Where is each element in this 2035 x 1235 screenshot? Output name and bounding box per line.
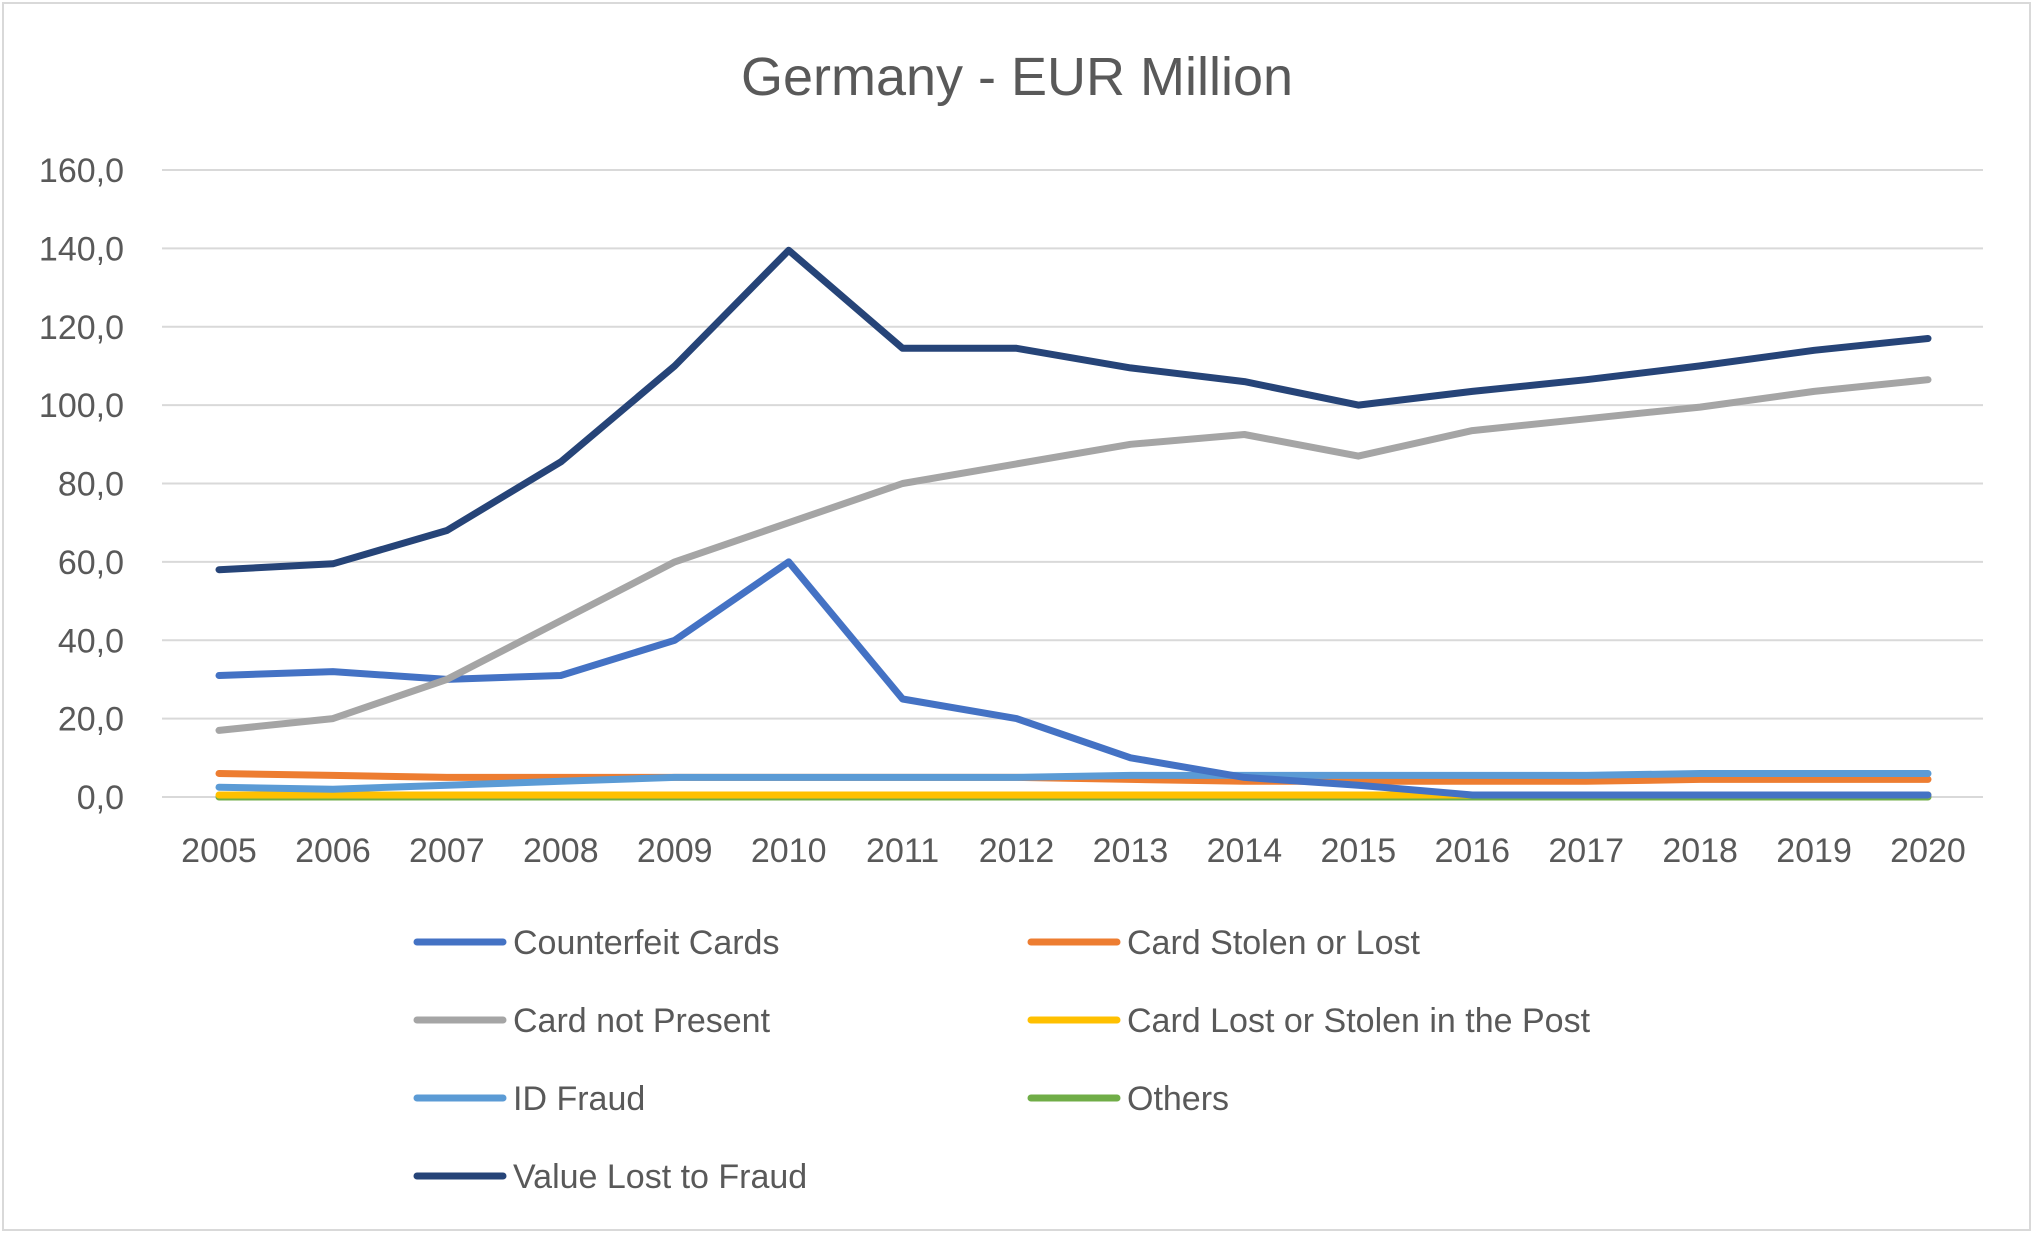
- x-tick-label: 2014: [1207, 832, 1283, 870]
- x-tick-label: 2018: [1662, 832, 1738, 870]
- x-tick-label: 2015: [1321, 832, 1397, 870]
- x-tick-label: 2012: [979, 832, 1055, 870]
- x-tick-label: 2020: [1890, 832, 1966, 870]
- series-line-card-not-present: [215, 376, 1932, 734]
- x-tick-label: 2016: [1434, 832, 1510, 870]
- y-axis-ticks: 0,0 20,0 40,0 60,0 80,0 100,0 120,0 140,0 160,0: [39, 152, 124, 817]
- legend-item: Card Lost or Stolen in the Post: [1027, 1002, 1591, 1040]
- x-tick-label: 2009: [637, 832, 713, 870]
- x-tick-label: 2013: [1093, 832, 1169, 870]
- x-tick-label: 2005: [181, 832, 257, 870]
- legend-label: Card Stolen or Lost: [1127, 924, 1420, 962]
- legend-item: ID Fraud: [413, 1080, 645, 1118]
- y-tick-label: 0,0: [77, 779, 124, 817]
- y-tick-label: 120,0: [39, 309, 124, 347]
- x-tick-label: 2006: [295, 832, 371, 870]
- x-tick-label: 2007: [409, 832, 485, 870]
- legend-item: Card Stolen or Lost: [1027, 924, 1420, 962]
- series-line-counterfeit-cards: [215, 558, 1932, 799]
- series-line-value-lost-to-fraud: [215, 246, 1932, 574]
- y-tick-label: 80,0: [58, 466, 124, 504]
- legend-item: Others: [1027, 1080, 1229, 1118]
- y-tick-label: 20,0: [58, 701, 124, 739]
- x-tick-label: 2017: [1548, 832, 1624, 870]
- y-tick-label: 100,0: [39, 387, 124, 425]
- series-lines: [215, 246, 1932, 801]
- y-tick-label: 60,0: [58, 544, 124, 582]
- legend: Counterfeit Cards Card Stolen or Lost Card…: [413, 924, 1591, 1196]
- legend-item: Counterfeit Cards: [413, 924, 779, 962]
- y-tick-label: 160,0: [39, 152, 124, 190]
- legend-label: Value Lost to Fraud: [513, 1158, 807, 1196]
- legend-item: Card not Present: [413, 1002, 771, 1040]
- x-tick-label: 2019: [1776, 832, 1852, 870]
- y-tick-label: 140,0: [39, 230, 124, 268]
- legend-label: Counterfeit Cards: [513, 924, 779, 962]
- legend-label: Card not Present: [513, 1002, 771, 1040]
- y-tick-label: 40,0: [58, 622, 124, 660]
- x-tick-label: 2011: [866, 832, 939, 870]
- x-tick-label: 2008: [523, 832, 599, 870]
- legend-item: Value Lost to Fraud: [413, 1158, 807, 1196]
- legend-label: Card Lost or Stolen in the Post: [1127, 1002, 1591, 1040]
- x-axis-ticks: 2005 2006 2007 2008 2009 2010 2011 2012 2013 2014…: [181, 832, 1966, 870]
- legend-label: Others: [1127, 1080, 1229, 1118]
- gridlines: [162, 169, 1983, 798]
- legend-label: ID Fraud: [513, 1080, 645, 1118]
- x-tick-label: 2010: [751, 832, 827, 870]
- series-line-id-fraud: [215, 770, 1932, 793]
- chart-title: Germany - EUR Million: [741, 47, 1293, 107]
